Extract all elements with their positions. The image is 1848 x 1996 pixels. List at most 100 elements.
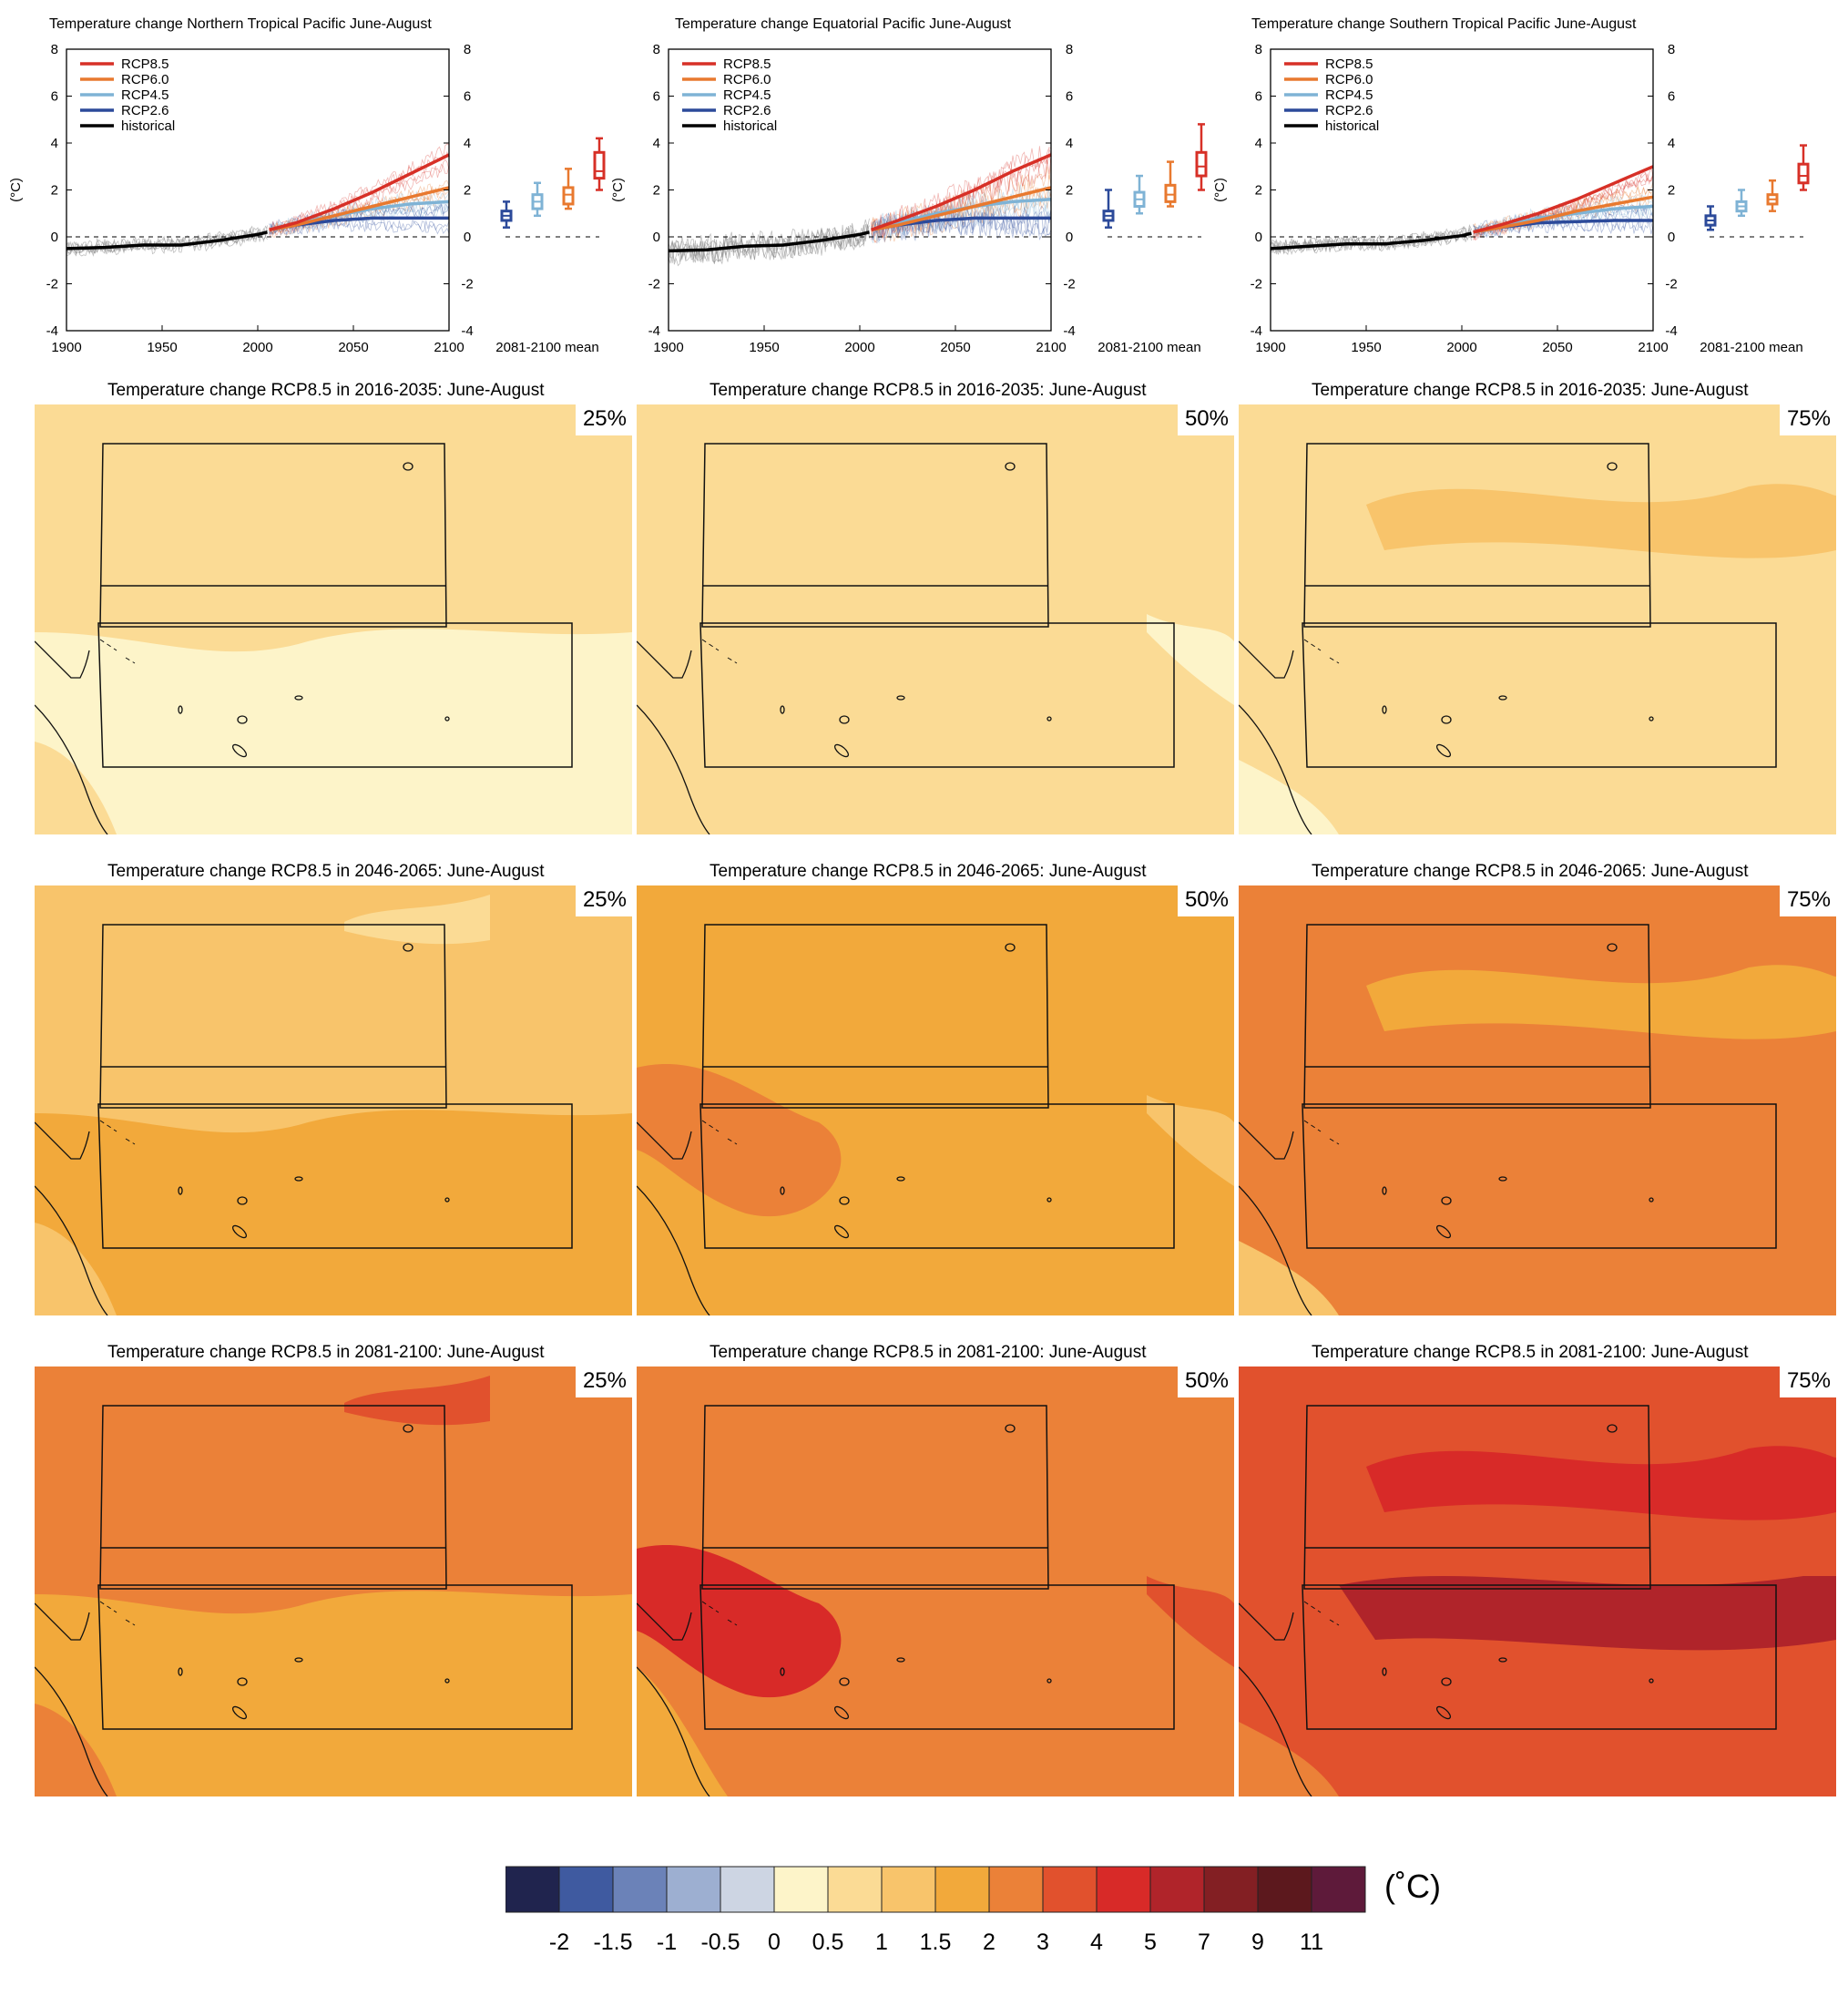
island-chain (99, 639, 136, 664)
colorbar-tick-label: 4 (1090, 1929, 1103, 1955)
y-tick-label: 0 (1255, 230, 1262, 245)
ensemble-member-line (269, 186, 450, 234)
island (1047, 1197, 1052, 1203)
y-tick-label: 6 (1668, 89, 1675, 105)
map-title: Temperature change RCP8.5 in 2081-2100: … (107, 1343, 545, 1362)
legend-label: RCP6.0 (723, 72, 771, 87)
map-title: Temperature change RCP8.5 in 2046-2065: … (710, 862, 1147, 881)
percentile-label: 75% (1779, 1366, 1836, 1397)
map-canvas (1239, 404, 1836, 834)
coastline (35, 1121, 108, 1315)
series-mean-line (269, 186, 450, 232)
island (839, 1677, 850, 1686)
heatmap-patch (1366, 1446, 1836, 1520)
legend-label: RCP6.0 (121, 72, 169, 87)
island (1498, 1657, 1507, 1663)
y-tick-label: -4 (1251, 323, 1262, 339)
coastline (35, 1602, 108, 1796)
island (403, 462, 414, 471)
x-tick-label: 2050 (1542, 340, 1572, 355)
ensemble-member-line (871, 188, 1052, 241)
timeseries-title: Temperature change Southern Tropical Pac… (1251, 16, 1637, 32)
colorbar-tick-label: 5 (1144, 1929, 1157, 1955)
ensemble-member-line (668, 224, 870, 264)
island (237, 715, 248, 724)
y-tick-label: 4 (1255, 136, 1262, 151)
island (231, 1224, 248, 1239)
region-box-southern (1302, 1103, 1777, 1249)
legend-label: RCP4.5 (723, 87, 771, 103)
map-panel: 75% (1239, 404, 1836, 834)
coastline (637, 1602, 710, 1796)
y-tick-label: 0 (464, 230, 471, 245)
ensemble-member-line (269, 150, 450, 233)
timeseries-panel-equatorial: Temperature change Equatorial Pacific Ju… (602, 0, 1218, 364)
y-tick-label: 6 (653, 89, 660, 105)
map-panel: 50% (637, 885, 1234, 1315)
island (237, 1196, 248, 1205)
boxplot-box (593, 150, 606, 180)
x-tick-label: 1900 (1255, 340, 1285, 355)
x-tick-label: 1950 (749, 340, 779, 355)
region-box-northern (99, 924, 447, 1109)
island (1382, 1186, 1387, 1195)
map-title: Temperature change RCP8.5 in 2081-2100: … (710, 1343, 1147, 1362)
heatmap-patch (344, 1376, 490, 1426)
heatmap-background (1239, 885, 1836, 1315)
island (1649, 716, 1654, 722)
heatmap-patch (1147, 1576, 1234, 1667)
y-tick-label: -4 (1063, 323, 1075, 339)
colorbar-tick-label: 7 (1198, 1929, 1210, 1955)
series-mean-line (1270, 231, 1472, 251)
island (1607, 943, 1618, 952)
island-chain (99, 1601, 136, 1626)
region-box-southern (1302, 622, 1777, 768)
series-mean-line (668, 230, 870, 253)
legend-label: RCP8.5 (723, 56, 771, 72)
y-tick-label: -4 (1665, 323, 1677, 339)
colorbar-tick-label: 3 (1036, 1929, 1049, 1955)
percentile-label: 75% (1779, 885, 1836, 916)
colorbar-cell (612, 1866, 668, 1913)
island (294, 1657, 303, 1663)
y-tick-label: 4 (1668, 136, 1675, 151)
island (780, 705, 785, 714)
island (896, 1176, 905, 1182)
x-tick-label: 1900 (653, 340, 683, 355)
colorbar-tick-label: -2 (548, 1929, 570, 1955)
heatmap-patch (1366, 965, 1836, 1039)
y-tick-label: 6 (1255, 89, 1262, 105)
colorbar (505, 1866, 1366, 1913)
y-tick-label: 2 (51, 183, 58, 199)
map-canvas (637, 885, 1234, 1315)
region-box-northern (1303, 924, 1651, 1109)
island (833, 743, 850, 758)
map-canvas (35, 1366, 632, 1796)
region-box-southern (699, 1103, 1175, 1249)
y-tick-label: -2 (461, 277, 473, 292)
island (780, 1667, 785, 1676)
y-tick-label: 4 (51, 136, 58, 151)
region-box-northern (1303, 1405, 1651, 1590)
colorbar-cell (1149, 1866, 1205, 1913)
colorbar-cell (1042, 1866, 1098, 1913)
map-canvas (35, 885, 632, 1315)
island (833, 1705, 850, 1720)
x-tick-label: 1900 (51, 340, 81, 355)
island (1498, 1176, 1507, 1182)
colorbar-tick-label: 9 (1251, 1929, 1264, 1955)
region-box-northern (1303, 443, 1651, 628)
heatmap-patch (1147, 614, 1234, 705)
y-tick-label: 0 (1668, 230, 1675, 245)
percentile-label: 50% (1177, 885, 1234, 916)
coastline (1239, 640, 1312, 834)
island (1649, 1678, 1654, 1684)
colorbar-tick-label: 0 (768, 1929, 781, 1955)
island (1435, 1224, 1452, 1239)
colorbar-tick-label: 2 (983, 1929, 995, 1955)
legend-label: RCP8.5 (1325, 56, 1373, 72)
y-tick-label: 2 (464, 183, 471, 199)
legend-label: RCP8.5 (121, 56, 169, 72)
map-canvas (1239, 885, 1836, 1315)
